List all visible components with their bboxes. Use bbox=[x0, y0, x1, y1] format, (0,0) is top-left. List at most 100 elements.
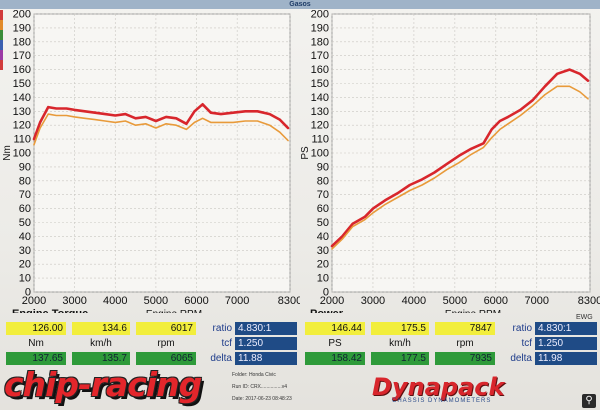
x-axis-label: Engine RPM bbox=[146, 309, 202, 313]
tcf-value: 1.250 bbox=[235, 337, 297, 350]
series-line-red bbox=[32, 103, 290, 141]
y-tick-label: 190 bbox=[311, 22, 329, 34]
y-tick-label: 200 bbox=[311, 9, 329, 21]
y-tick-label: 0 bbox=[25, 287, 31, 299]
unit-rpm: rpm bbox=[157, 338, 175, 349]
power-value: 146.44 bbox=[305, 322, 365, 335]
y-tick-label: 20 bbox=[19, 259, 31, 271]
unit-ps: PS bbox=[328, 338, 342, 349]
y-tick-label: 50 bbox=[19, 217, 31, 229]
tcf-label: tcf bbox=[221, 338, 232, 349]
y-tick-label: 10 bbox=[19, 273, 31, 285]
x-tick-label: 2000 bbox=[320, 295, 344, 307]
header-bar bbox=[0, 0, 600, 9]
series-line-red bbox=[330, 68, 590, 248]
y-tick-label: 40 bbox=[19, 231, 31, 243]
x-tick-label: 2000 bbox=[22, 295, 46, 307]
series-line-orange bbox=[33, 113, 289, 146]
y-tick-label: 170 bbox=[13, 50, 31, 62]
color-strip-segment bbox=[0, 50, 3, 60]
y-tick-label: 70 bbox=[317, 189, 329, 201]
color-strip bbox=[0, 10, 3, 310]
ratio-label-right: ratio bbox=[512, 323, 532, 334]
y-tick-label: 80 bbox=[19, 175, 31, 187]
x-tick-label: 4000 bbox=[103, 295, 127, 307]
y-tick-label: 160 bbox=[13, 64, 31, 76]
color-strip-segment bbox=[0, 40, 3, 50]
y-tick-label: 100 bbox=[13, 148, 31, 160]
x-tick-label: 6000 bbox=[184, 295, 208, 307]
y-tick-label: 80 bbox=[317, 175, 329, 187]
delta-value-right: 11.98 bbox=[535, 352, 597, 365]
x-tick-label: 3000 bbox=[361, 295, 385, 307]
tcf-label-right: tcf bbox=[521, 338, 532, 349]
x-tick-label: 5000 bbox=[443, 295, 467, 307]
power-rpm-peak-value: 7935 bbox=[435, 352, 495, 365]
rpm-value: 6017 bbox=[136, 322, 196, 335]
y-tick-label: 180 bbox=[311, 36, 329, 48]
dynapack-subtitle: CHASSIS DYNAMOMETERS bbox=[392, 398, 492, 404]
folder-info: Folder: Honda Civic bbox=[232, 372, 276, 378]
y-tick-label: 40 bbox=[317, 231, 329, 243]
y-tick-label: 110 bbox=[13, 134, 31, 146]
y-axis-label: Nm bbox=[2, 145, 13, 161]
power-peak-value: 158.42 bbox=[305, 352, 365, 365]
color-strip-segment bbox=[0, 60, 3, 70]
color-strip-segment bbox=[0, 10, 3, 20]
unit-kmh-right: km/h bbox=[389, 338, 411, 349]
tcf-value-right: 1.250 bbox=[535, 337, 597, 350]
y-tick-label: 30 bbox=[317, 245, 329, 257]
y-tick-label: 30 bbox=[19, 245, 31, 257]
unit-nm: Nm bbox=[28, 338, 44, 349]
delta-label-right: delta bbox=[510, 353, 532, 364]
run-id-info: Run ID: CRX...............v4 bbox=[232, 384, 288, 390]
x-tick-label: 4000 bbox=[402, 295, 426, 307]
y-tick-label: 90 bbox=[19, 161, 31, 173]
y-tick-label: 200 bbox=[13, 9, 31, 21]
search-icon[interactable]: ⚲ bbox=[582, 394, 596, 408]
header-title: Gasos bbox=[289, 1, 311, 8]
y-tick-label: 60 bbox=[19, 203, 31, 215]
unit-kmh: km/h bbox=[90, 338, 112, 349]
y-tick-label: 120 bbox=[311, 120, 329, 132]
y-tick-label: 120 bbox=[13, 120, 31, 132]
chip-racing-logo: chip-racing bbox=[4, 365, 202, 404]
y-tick-label: 10 bbox=[317, 273, 329, 285]
color-strip-segment bbox=[0, 30, 3, 40]
x-tick-label: 7000 bbox=[225, 295, 249, 307]
x-tick-label: 5000 bbox=[144, 295, 168, 307]
chart-title: Engine Torque bbox=[12, 308, 88, 313]
ewg-label: EWG bbox=[576, 314, 593, 321]
series-line-orange bbox=[331, 85, 589, 250]
power-speed-value: 175.5 bbox=[371, 322, 429, 335]
ratio-value-right: 4.830:1 bbox=[535, 322, 597, 335]
x-tick-label: 3000 bbox=[62, 295, 86, 307]
y-tick-label: 60 bbox=[317, 203, 329, 215]
dynapack-logo: Dynapack bbox=[372, 373, 505, 401]
y-tick-label: 50 bbox=[317, 217, 329, 229]
y-tick-label: 90 bbox=[317, 161, 329, 173]
y-tick-label: 70 bbox=[19, 189, 31, 201]
color-strip-segment bbox=[0, 20, 3, 30]
power-speed-peak-value: 177.5 bbox=[371, 352, 429, 365]
y-tick-label: 110 bbox=[311, 134, 329, 146]
chart-title: Power bbox=[310, 308, 344, 313]
x-tick-label: 8300 bbox=[278, 295, 300, 307]
y-tick-label: 100 bbox=[311, 148, 329, 160]
y-tick-label: 150 bbox=[311, 78, 329, 90]
x-axis-label: Engine RPM bbox=[445, 309, 501, 313]
x-tick-label: 8300 bbox=[578, 295, 600, 307]
x-tick-label: 6000 bbox=[484, 295, 508, 307]
y-tick-label: 190 bbox=[13, 22, 31, 34]
y-tick-label: 170 bbox=[311, 50, 329, 62]
y-tick-label: 140 bbox=[13, 92, 31, 104]
torque-peak-value: 137.65 bbox=[6, 352, 66, 365]
delta-value: 11.88 bbox=[235, 352, 297, 365]
x-tick-label: 7000 bbox=[525, 295, 549, 307]
y-axis-label: PS bbox=[300, 146, 311, 160]
delta-label: delta bbox=[210, 353, 232, 364]
ratio-label: ratio bbox=[212, 323, 232, 334]
